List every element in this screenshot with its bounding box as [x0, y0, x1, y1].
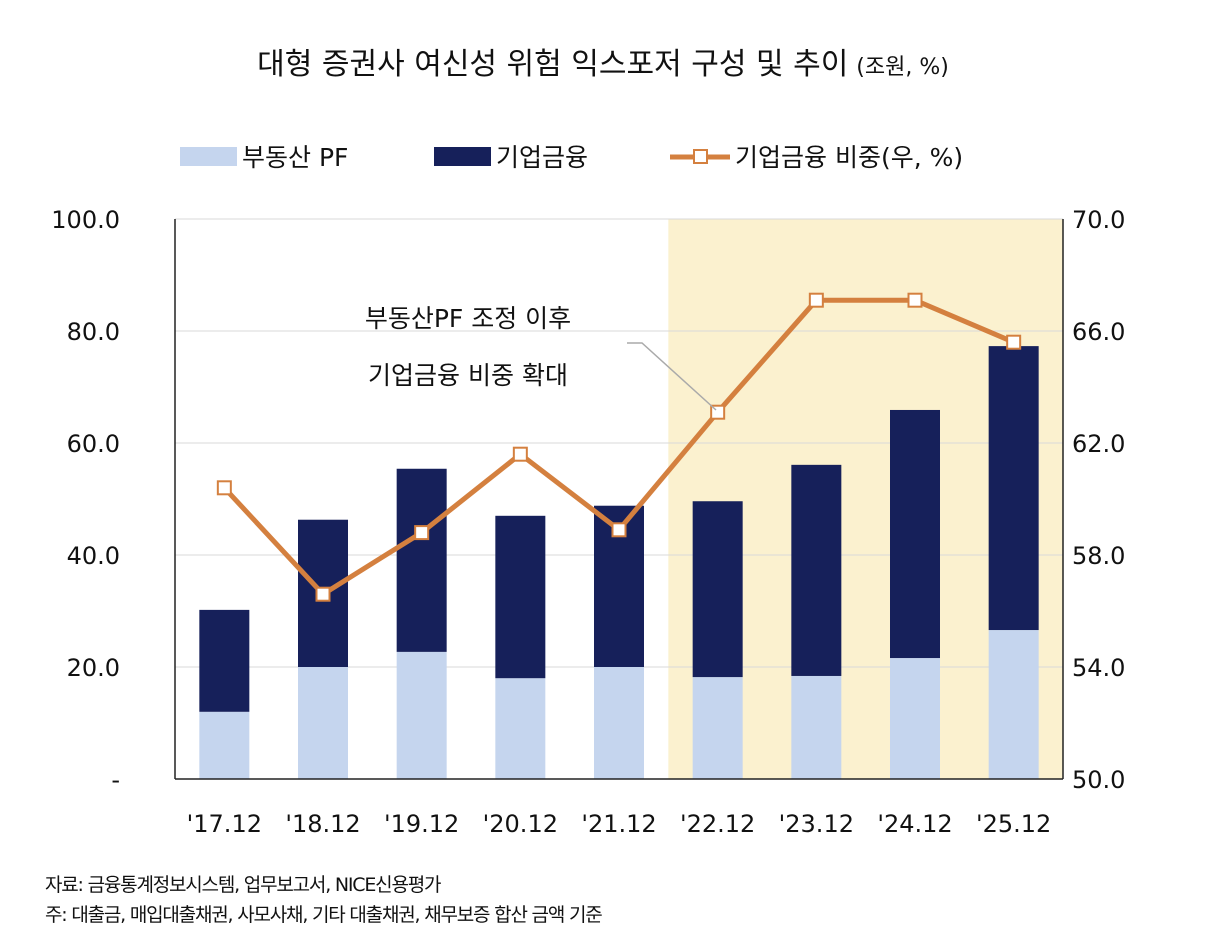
y-right-tick-label: 66.0	[1072, 318, 1125, 346]
bar-corporate	[199, 609, 250, 712]
bar-corporate	[396, 468, 447, 652]
bar-corporate	[495, 515, 546, 679]
bar-pf	[298, 667, 348, 779]
footnote: 주: 대출금, 매입대출채권, 사모사채, 기타 대출채권, 채무보증 합산 금…	[45, 904, 602, 926]
bar-pf	[594, 667, 644, 779]
bar-pf	[890, 658, 940, 779]
bar-pf	[988, 630, 1039, 779]
share-marker	[414, 525, 430, 541]
share-marker	[216, 480, 232, 496]
y-right-tick-label: 70.0	[1072, 206, 1125, 234]
bar-corporate	[692, 501, 743, 678]
legend-label-share: 기업금융 비중(우, %)	[735, 143, 963, 172]
y-right-tick-label: 58.0	[1072, 542, 1125, 570]
x-tick-label: '25.12	[976, 810, 1051, 838]
annotation-line-1: 부동산PF 조정 이후	[365, 304, 571, 333]
bar-pf	[495, 678, 546, 779]
chart-title: 대형 증권사 여신성 위험 익스포저 구성 및 추이 (조원, %)	[257, 47, 949, 82]
x-tick-label: '24.12	[877, 810, 952, 838]
legend-label-pf: 부동산 PF	[242, 143, 348, 172]
share-marker	[611, 522, 627, 538]
bar-corporate	[988, 346, 1039, 631]
legend: 부동산 PF 기업금융 기업금융 비중(우, %)	[180, 143, 963, 172]
bar-corporate	[791, 464, 842, 676]
y-left-tick-label: 80.0	[67, 318, 120, 346]
x-tick-label: '23.12	[779, 810, 854, 838]
legend-marker-share	[693, 149, 708, 164]
share-marker	[808, 292, 824, 308]
y-left-tick-label: 60.0	[67, 430, 120, 458]
legend-swatch-pf	[180, 147, 237, 166]
x-tick-label: '22.12	[680, 810, 755, 838]
x-tick-label: '21.12	[581, 810, 656, 838]
plot-area: - 20.0 40.0 60.0 80.0 100.0 50.0 54.0 58.0 62.0 66…	[51, 206, 1125, 838]
title-text: 대형 증권사 여신성 위험 익스포저 구성 및 추이	[257, 47, 848, 82]
x-tick-label: '17.12	[187, 810, 262, 838]
bar-pf	[396, 651, 447, 779]
y-right-tick-label: 62.0	[1072, 430, 1125, 458]
y-left-tick-label: 20.0	[67, 654, 120, 682]
bar-corporate	[890, 409, 940, 659]
x-tick-label: '20.12	[483, 810, 558, 838]
annotation: 부동산PF 조정 이후 기업금융 비중 확대	[365, 304, 717, 411]
x-tick-label: '19.12	[384, 810, 459, 838]
bar-pf	[692, 677, 743, 779]
y-left-tick-label: -	[111, 766, 120, 794]
y-left-tick-label: 40.0	[67, 542, 120, 570]
bar-pf	[791, 675, 842, 779]
bar-pf	[199, 711, 250, 779]
source-note: 자료: 금융통계정보시스템, 업무보고서, NICE신용평가	[45, 874, 441, 896]
title-unit: (조원, %)	[856, 55, 949, 80]
share-marker	[512, 446, 528, 462]
share-marker	[907, 292, 923, 308]
share-marker	[315, 586, 331, 602]
annotation-line-2: 기업금융 비중 확대	[368, 361, 568, 390]
annotation-leader-line	[627, 342, 717, 411]
legend-swatch-corporate	[434, 147, 491, 166]
legend-label-corporate: 기업금융	[496, 143, 588, 172]
share-marker	[1006, 334, 1022, 350]
y-left-tick-label: 100.0	[51, 206, 120, 234]
y-right-tick-label: 50.0	[1072, 766, 1125, 794]
y-right-tick-label: 54.0	[1072, 654, 1125, 682]
x-tick-label: '18.12	[285, 810, 360, 838]
